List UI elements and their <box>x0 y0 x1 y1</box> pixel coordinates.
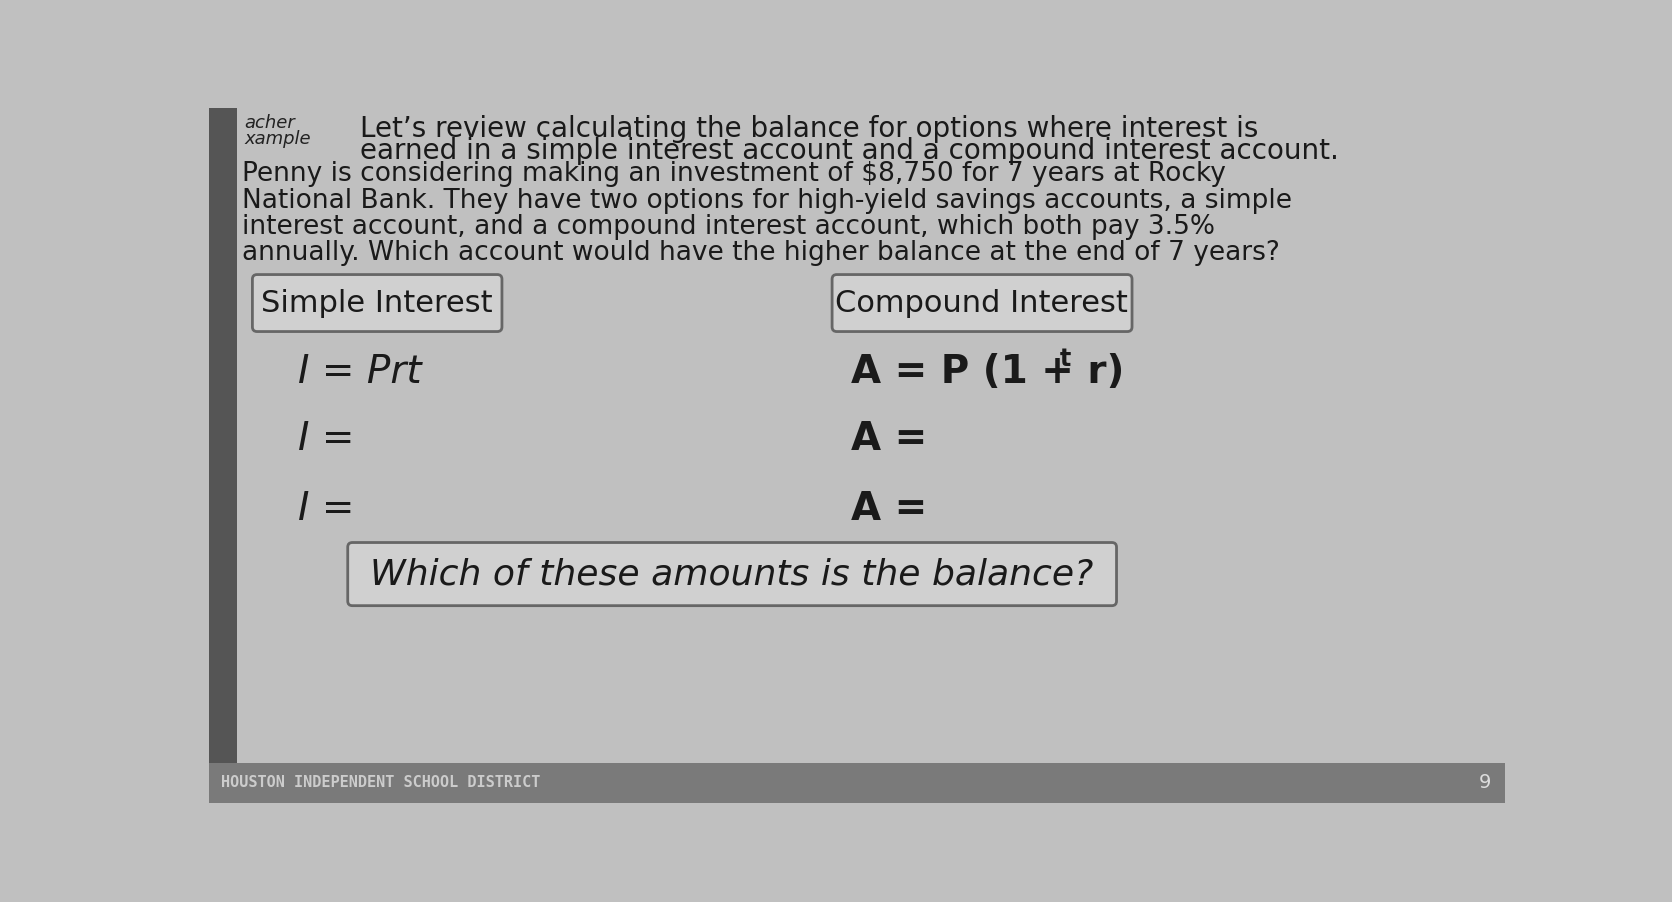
FancyBboxPatch shape <box>348 542 1117 605</box>
Text: A =: A = <box>851 490 926 528</box>
Text: interest account, and a compound interest account, which both pay 3.5%: interest account, and a compound interes… <box>241 214 1214 240</box>
Text: Simple Interest: Simple Interest <box>261 289 493 318</box>
Text: acher: acher <box>244 114 296 132</box>
Text: A =: A = <box>851 420 926 458</box>
Text: t: t <box>1060 347 1072 372</box>
FancyBboxPatch shape <box>209 108 237 763</box>
Text: Which of these amounts is the balance?: Which of these amounts is the balance? <box>371 557 1093 591</box>
Text: National Bank. They have two options for high-yield savings accounts, a simple: National Bank. They have two options for… <box>241 188 1291 214</box>
Text: Penny is considering making an investment of $8,750 for 7 years at Rocky: Penny is considering making an investmen… <box>241 161 1226 188</box>
Text: Compound Interest: Compound Interest <box>836 289 1129 318</box>
Text: annually. Which account would have the higher balance at the end of 7 years?: annually. Which account would have the h… <box>241 240 1279 266</box>
Text: I =: I = <box>298 490 354 528</box>
FancyBboxPatch shape <box>252 274 502 332</box>
Text: HOUSTON INDEPENDENT SCHOOL DISTRICT: HOUSTON INDEPENDENT SCHOOL DISTRICT <box>221 775 540 790</box>
Text: I =: I = <box>298 420 354 458</box>
Text: earned in a simple interest account and a compound interest account.: earned in a simple interest account and … <box>359 137 1339 165</box>
Text: I = Prt: I = Prt <box>298 353 421 391</box>
FancyBboxPatch shape <box>833 274 1132 332</box>
Text: A = P (1 + r): A = P (1 + r) <box>851 353 1124 391</box>
FancyBboxPatch shape <box>209 763 1505 803</box>
Text: 9: 9 <box>1480 773 1491 792</box>
Text: xample: xample <box>244 130 311 148</box>
Text: Let’s review calculating the balance for options where interest is: Let’s review calculating the balance for… <box>359 115 1259 143</box>
